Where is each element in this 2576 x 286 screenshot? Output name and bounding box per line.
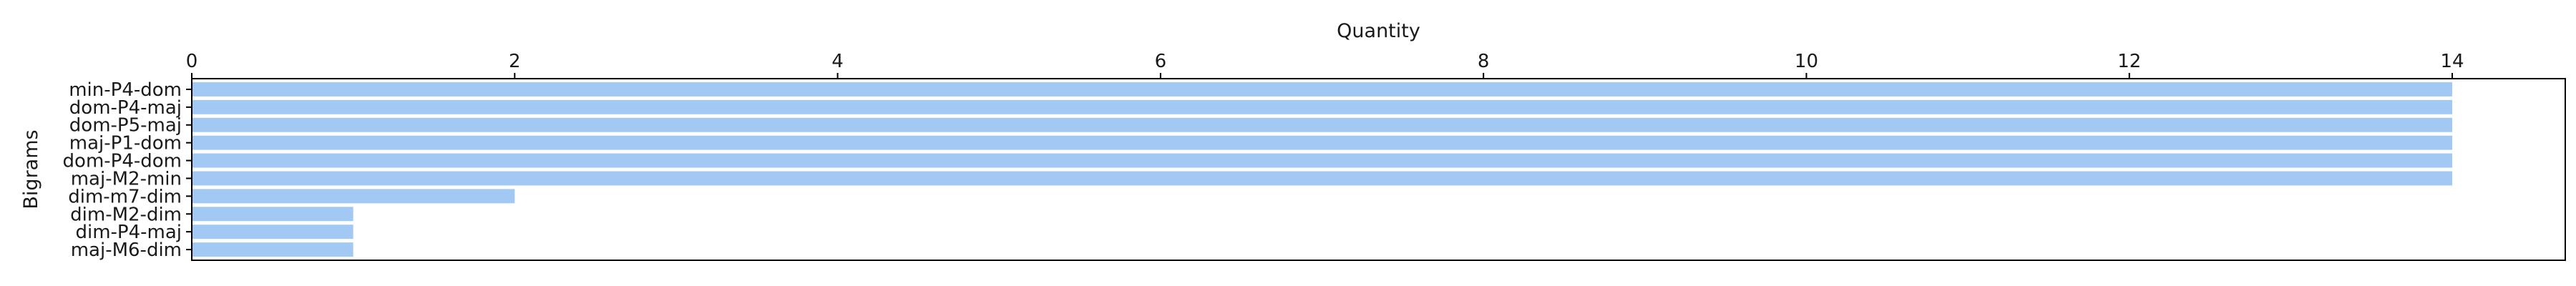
y-tick-label: min-P4-dom xyxy=(69,79,182,101)
x-tick-label: 6 xyxy=(1155,51,1167,72)
y-tick-label: dim-P4-maj xyxy=(75,222,182,243)
y-axis-ticks: min-P4-domdom-P4-majdom-P5-majmaj-P1-dom… xyxy=(63,79,192,261)
bar-dim-P4-maj xyxy=(192,225,353,240)
x-axis-label: Quantity xyxy=(1337,20,1420,42)
y-tick-label: dom-P4-maj xyxy=(69,97,182,119)
y-tick-label: maj-M2-min xyxy=(71,168,182,189)
x-tick-label: 2 xyxy=(509,51,521,72)
bar-dim-m7-dim xyxy=(192,189,515,204)
x-tick-label: 8 xyxy=(1478,51,1490,72)
x-tick-label: 14 xyxy=(2441,51,2464,72)
y-tick-label: dim-M2-dim xyxy=(70,204,182,225)
plot-frame xyxy=(191,78,2566,261)
x-tick-label: 0 xyxy=(186,51,198,72)
bar-min-P4-dom xyxy=(192,82,2453,97)
x-axis-ticks: 0 2 4 6 8 10 12 14 xyxy=(186,51,2464,79)
bar-dom-P4-dom xyxy=(192,153,2453,168)
x-tick-label: 12 xyxy=(2117,51,2141,72)
y-tick-label: dom-P5-maj xyxy=(69,115,182,137)
plot-area xyxy=(191,78,2566,261)
y-tick-label: maj-P1-dom xyxy=(69,133,182,154)
y-tick-label: maj-M6-dim xyxy=(71,240,182,261)
bar-maj-M6-dim xyxy=(192,242,353,257)
y-tick-label: dom-P4-dom xyxy=(63,151,182,172)
x-tick-label: 10 xyxy=(1795,51,1818,72)
y-tick-label: dim-m7-dim xyxy=(68,186,182,207)
bar-dom-P5-maj xyxy=(192,117,2453,132)
bar-maj-P1-dom xyxy=(192,135,2453,150)
bar-dom-P4-maj xyxy=(192,99,2453,114)
bar-dim-M2-dim xyxy=(192,207,353,222)
bars-group xyxy=(192,82,2453,257)
bar-maj-M2-min xyxy=(192,171,2453,186)
x-tick-label: 4 xyxy=(831,51,844,72)
y-axis-label: Bigrams xyxy=(20,129,42,209)
